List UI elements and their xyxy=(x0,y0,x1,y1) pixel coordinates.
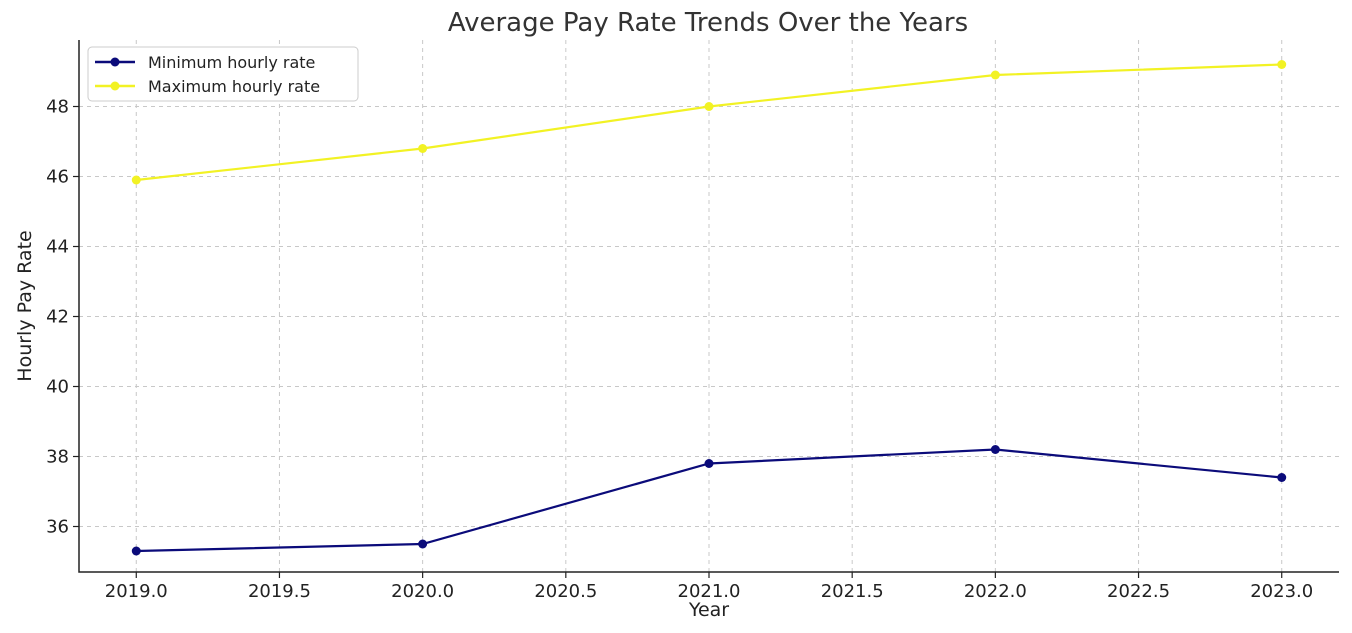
data-point xyxy=(990,445,1000,454)
y-tick-label: 48 xyxy=(46,97,69,118)
x-axis-label: Year xyxy=(688,599,729,621)
legend-marker-min xyxy=(110,57,120,67)
x-tick-label: 2021.5 xyxy=(821,581,884,602)
x-tick-label: 2022.0 xyxy=(964,581,1027,602)
y-tick-label: 42 xyxy=(46,307,69,328)
data-point xyxy=(704,459,714,468)
legend-label-min: Minimum hourly rate xyxy=(148,53,315,72)
legend-label-max: Maximum hourly rate xyxy=(148,77,320,96)
ticks-layer: 2019.0 2019.5 2020.0 2020.5 2021.0 2021.5 2022… xyxy=(46,97,1313,603)
x-tick-label: 2019.5 xyxy=(248,581,311,602)
y-tick-label: 46 xyxy=(46,167,69,188)
data-point xyxy=(1277,60,1287,69)
x-tick-label: 2020.0 xyxy=(391,581,454,602)
x-tick-label: 2019.0 xyxy=(105,581,168,602)
data-point xyxy=(990,70,1000,80)
legend: Minimum hourly rate Maximum hourly rate xyxy=(87,46,359,102)
x-tick-label: 2022.5 xyxy=(1107,581,1170,602)
data-point xyxy=(1277,473,1287,482)
data-point xyxy=(418,539,428,549)
y-tick-label: 38 xyxy=(46,447,69,468)
x-tick-label: 2023.0 xyxy=(1250,581,1313,602)
axes-layer xyxy=(78,40,1339,573)
y-tick-label: 36 xyxy=(46,517,69,538)
y-axis-label: Hourly Pay Rate xyxy=(14,230,36,381)
series-layer xyxy=(131,60,1287,556)
y-tick-label: 44 xyxy=(46,237,69,258)
legend-box xyxy=(87,46,359,102)
x-tick-label: 2020.5 xyxy=(534,581,597,602)
y-tick-label: 40 xyxy=(46,377,69,398)
grid-layer xyxy=(79,40,1339,572)
data-point xyxy=(131,546,141,556)
data-point xyxy=(131,175,141,185)
legend-marker-max xyxy=(110,81,120,91)
chart-title: Average Pay Rate Trends Over the Years xyxy=(448,8,968,38)
data-point xyxy=(704,102,714,111)
data-point xyxy=(418,144,428,153)
x-tick-label: 2021.0 xyxy=(678,581,741,602)
plot-frame xyxy=(78,40,1339,573)
